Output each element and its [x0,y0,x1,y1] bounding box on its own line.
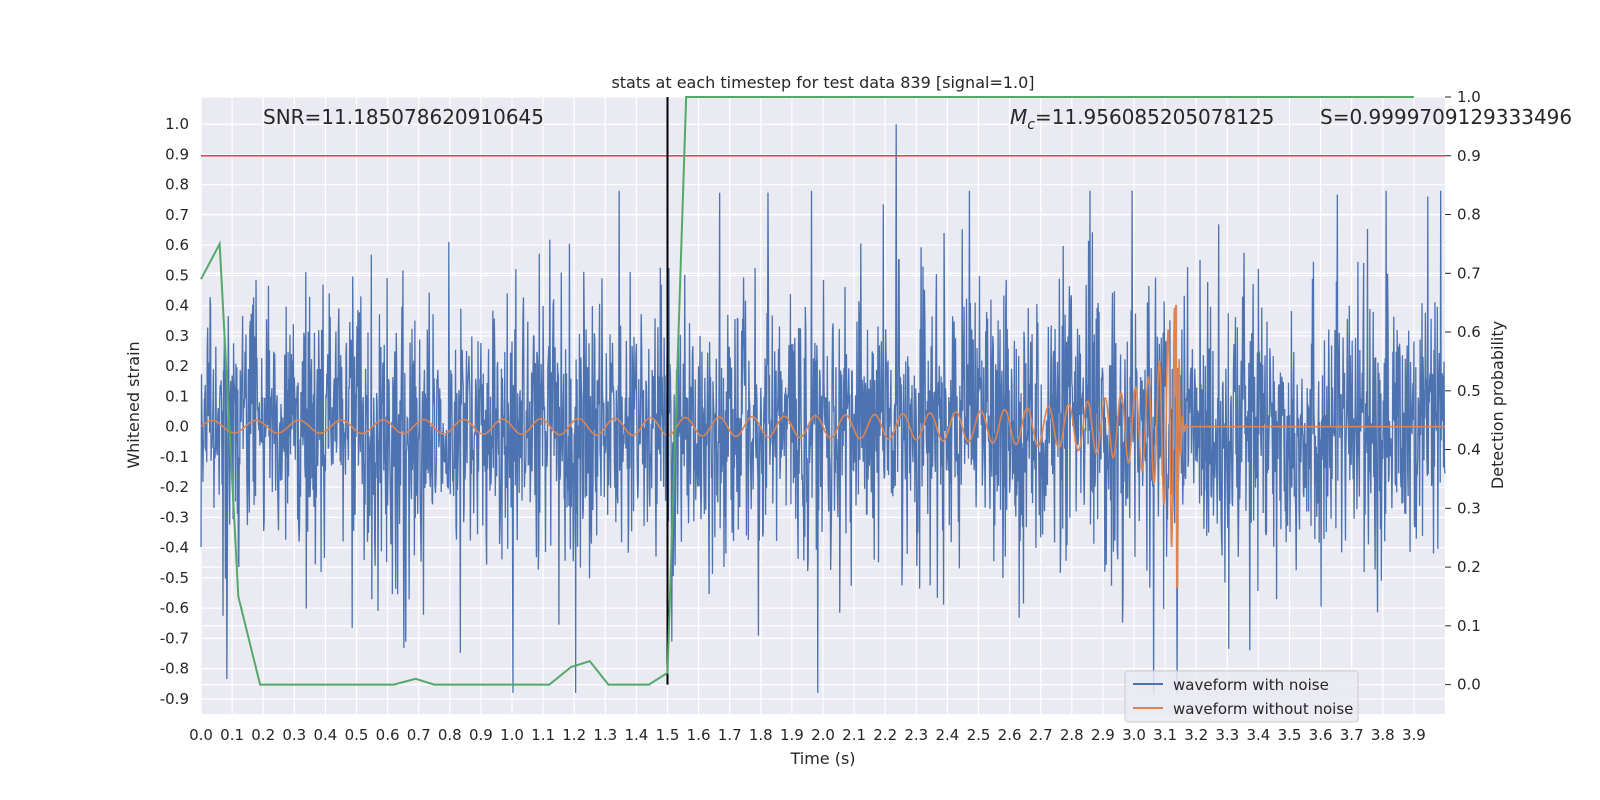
legend-box [1124,670,1359,723]
y2-tick-label: 1.0 [1457,88,1481,106]
y-axis-right: 1.0 0.9 0.8 0.7 0.6 0.5 0.4 0.3 0.2 0.1 0.0 [1445,88,1481,694]
x-tick-label: 0.4 [313,726,337,744]
x-tick-label: 3.3 [1215,726,1239,744]
x-tick-label: 3.8 [1371,726,1395,744]
x-tick-label: 0.7 [407,726,431,744]
x-tick-label: 1.1 [531,726,555,744]
snr-annotation: SNR=11.185078620910645 [263,105,544,129]
y-tick-label: -0.4 [160,539,189,557]
x-tick-label: 2.2 [873,726,897,744]
chart-title: stats at each timestep for test data 839… [611,73,1034,92]
y-tick-label: 0.0 [165,418,189,436]
detection-probability-line [200,96,1414,686]
x-tick-label: 0.2 [251,726,275,744]
y-tick-label: 0.3 [165,327,189,345]
y2-tick-label: 0.6 [1457,323,1481,341]
clean-waveform-line [200,304,1445,588]
legend-label-noise: waveform with noise [1173,676,1329,694]
y-tick-label: -0.2 [160,478,189,496]
x-tick-label: 1.2 [562,726,586,744]
x-tick-label: 2.5 [967,726,991,744]
x-tick-label: 2.1 [842,726,866,744]
y-tick-label: -0.6 [160,599,189,617]
y-tick-label: -0.8 [160,660,189,678]
y-tick-label: -0.1 [160,448,189,466]
y-axis-label: Whitened strain [124,341,143,468]
chirp-mass-annotation: Mc=11.956085205078125 [1010,105,1274,133]
x-tick-label: 2.8 [1060,726,1084,744]
x-tick-label: 0.5 [345,726,369,744]
x-tick-label: 3.9 [1402,726,1426,744]
x-tick-label: 0.1 [220,726,244,744]
x-tick-label: 2.3 [904,726,928,744]
x-tick-label: 1.8 [749,726,773,744]
waveform-with-noise-series [200,124,1446,693]
y-tick-label: 1.0 [165,115,189,133]
y2-tick-label: 0.8 [1457,206,1481,224]
x-tick-label: 2.7 [1029,726,1053,744]
x-axis-label: Time (s) [789,749,855,768]
x-tick-label: 3.0 [1122,726,1146,744]
y-tick-label: 0.7 [165,206,189,224]
y-tick-label: 0.1 [165,387,189,405]
y-tick-label: -0.9 [160,690,189,708]
noisy-waveform-line [200,124,1446,693]
x-axis: 0.0 0.1 0.2 0.3 0.4 0.5 0.6 0.7 0.8 0.9 1.0 1.1 1.2 1… [189,726,1426,744]
y2-tick-label: 0.1 [1457,617,1481,635]
x-tick-label: 1.4 [624,726,648,744]
y2-tick-label: 0.7 [1457,264,1481,282]
y2-tick-label: 0.5 [1457,382,1481,400]
x-tick-label: 1.5 [656,726,680,744]
y2-axis-label: Detection probability [1488,321,1507,489]
legend-label-clean: waveform without noise [1173,700,1353,718]
x-tick-label: 2.6 [998,726,1022,744]
x-tick-label: 3.1 [1153,726,1177,744]
y-tick-label: 0.6 [165,236,189,254]
x-tick-label: 0.6 [376,726,400,744]
y-tick-label: -0.5 [160,569,189,587]
s-annotation: S=0.9999709129333496 [1320,105,1572,129]
x-tick-label: 0.3 [282,726,306,744]
x-tick-label: 3.5 [1278,726,1302,744]
x-tick-label: 3.2 [1184,726,1208,744]
x-tick-label: 1.6 [687,726,711,744]
y-tick-label: 0.5 [165,266,189,284]
overlay-lines [200,96,1445,686]
x-tick-label: 0.8 [438,726,462,744]
waveform-without-noise-series [200,304,1445,588]
x-tick-label: 2.0 [811,726,835,744]
x-tick-label: 3.7 [1340,726,1364,744]
x-tick-label: 3.4 [1246,726,1270,744]
x-tick-label: 3.6 [1309,726,1333,744]
y2-tick-label: 0.9 [1457,147,1481,165]
y2-tick-label: 0.0 [1457,676,1481,694]
x-tick-label: 0.0 [189,726,213,744]
mc-subscript: c [1027,117,1035,133]
y-tick-label: -0.3 [160,508,189,526]
y-tick-label: 0.2 [165,357,189,375]
y-tick-label: 0.8 [165,176,189,194]
x-tick-label: 1.3 [593,726,617,744]
mc-value: =11.956085205078125 [1035,105,1274,129]
y-tick-label: 0.4 [165,297,189,315]
x-tick-label: 0.9 [469,726,493,744]
y-tick-label: -0.7 [160,629,189,647]
legend: waveform with noise waveform without noi… [1124,670,1359,723]
x-tick-label: 2.9 [1091,726,1115,744]
y2-tick-label: 0.4 [1457,441,1481,459]
x-tick-label: 1.0 [500,726,524,744]
y2-tick-label: 0.3 [1457,499,1481,517]
y-tick-label: 0.9 [165,145,189,163]
y-axis-left: 1.0 0.9 0.8 0.7 0.6 0.5 0.4 0.3 0.2 0.1 0.0 -0.1 -0.… [160,115,189,708]
mc-symbol: M [1010,105,1027,129]
x-tick-label: 2.4 [935,726,959,744]
y2-tick-label: 0.2 [1457,558,1481,576]
x-tick-label: 1.9 [780,726,804,744]
x-tick-label: 1.7 [718,726,742,744]
